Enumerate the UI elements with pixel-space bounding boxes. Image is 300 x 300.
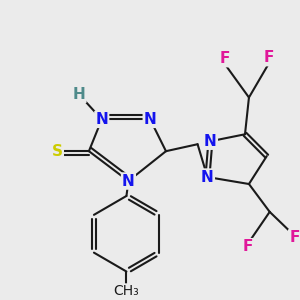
Text: F: F <box>263 50 274 65</box>
Text: F: F <box>220 51 230 66</box>
Text: N: N <box>122 173 135 188</box>
Text: N: N <box>95 112 108 127</box>
Text: N: N <box>201 169 214 184</box>
Text: F: F <box>289 230 300 245</box>
Text: CH₃: CH₃ <box>114 284 139 298</box>
Text: H: H <box>73 87 85 102</box>
Text: N: N <box>204 134 217 149</box>
Text: S: S <box>52 144 63 159</box>
Text: F: F <box>243 239 253 254</box>
Text: N: N <box>144 112 157 127</box>
